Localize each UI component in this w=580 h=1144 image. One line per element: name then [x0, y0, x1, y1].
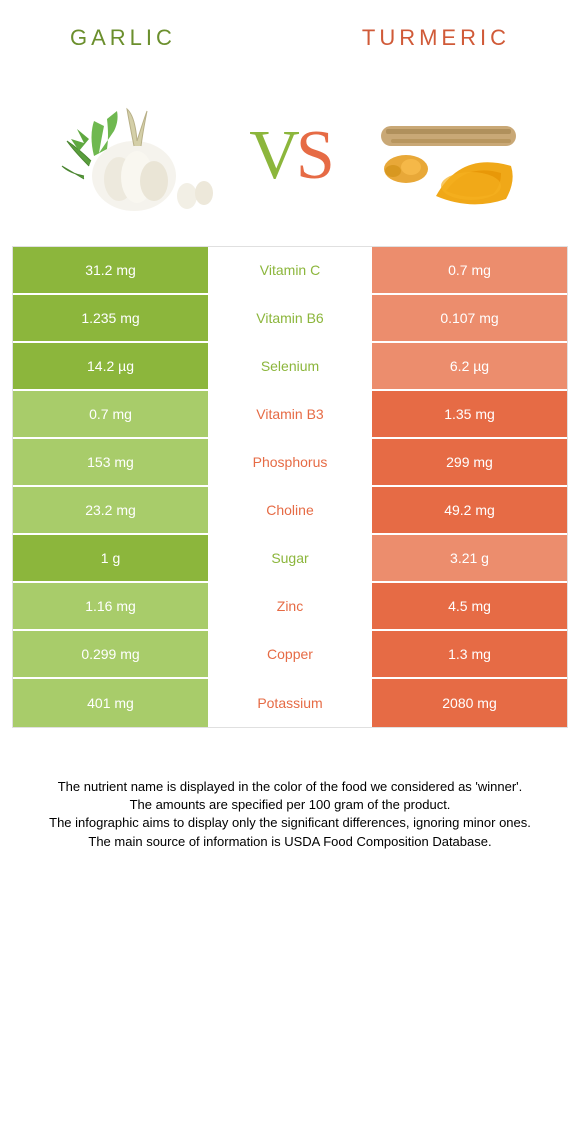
right-value: 6.2 µg: [372, 343, 567, 389]
turmeric-image: [351, 91, 521, 221]
left-value: 14.2 µg: [13, 343, 208, 389]
nutrient-label: Copper: [208, 631, 372, 677]
footnote-line: The nutrient name is displayed in the co…: [22, 778, 558, 796]
nutrient-label: Vitamin B3: [208, 391, 372, 437]
vs-v: V: [249, 121, 296, 191]
nutrient-label: Phosphorus: [208, 439, 372, 485]
nutrient-label: Selenium: [208, 343, 372, 389]
nutrient-table: 31.2 mgVitamin C0.7 mg1.235 mgVitamin B6…: [12, 246, 568, 728]
footnote-line: The main source of information is USDA F…: [22, 833, 558, 851]
nutrient-label: Potassium: [208, 679, 372, 727]
table-row: 401 mgPotassium2080 mg: [13, 679, 567, 727]
footnote-line: The amounts are specified per 100 gram o…: [22, 796, 558, 814]
table-row: 23.2 mgCholine49.2 mg: [13, 487, 567, 535]
table-row: 14.2 µgSelenium6.2 µg: [13, 343, 567, 391]
left-value: 401 mg: [13, 679, 208, 727]
table-row: 1.235 mgVitamin B60.107 mg: [13, 295, 567, 343]
right-value: 3.21 g: [372, 535, 567, 581]
nutrient-label: Vitamin C: [208, 247, 372, 293]
table-row: 0.299 mgCopper1.3 mg: [13, 631, 567, 679]
left-value: 1.16 mg: [13, 583, 208, 629]
table-row: 1 gSugar3.21 g: [13, 535, 567, 583]
food-right-title: Turmeric: [362, 25, 510, 51]
header-row: Garlic Turmeric: [0, 0, 580, 61]
left-value: 23.2 mg: [13, 487, 208, 533]
food-left-title: Garlic: [70, 25, 176, 51]
right-value: 2080 mg: [372, 679, 567, 727]
right-value: 1.3 mg: [372, 631, 567, 677]
table-row: 31.2 mgVitamin C0.7 mg: [13, 247, 567, 295]
footnote: The nutrient name is displayed in the co…: [22, 778, 558, 851]
right-value: 0.7 mg: [372, 247, 567, 293]
nutrient-label: Zinc: [208, 583, 372, 629]
nutrient-label: Vitamin B6: [208, 295, 372, 341]
garlic-image: [59, 91, 229, 221]
vs-row: VS: [0, 91, 580, 221]
vs-text: VS: [249, 121, 331, 191]
right-value: 299 mg: [372, 439, 567, 485]
nutrient-label: Choline: [208, 487, 372, 533]
table-row: 153 mgPhosphorus299 mg: [13, 439, 567, 487]
table-row: 0.7 mgVitamin B31.35 mg: [13, 391, 567, 439]
right-value: 1.35 mg: [372, 391, 567, 437]
right-value: 0.107 mg: [372, 295, 567, 341]
left-value: 1 g: [13, 535, 208, 581]
nutrient-label: Sugar: [208, 535, 372, 581]
vs-s: S: [296, 121, 331, 191]
left-value: 0.7 mg: [13, 391, 208, 437]
table-row: 1.16 mgZinc4.5 mg: [13, 583, 567, 631]
footnote-line: The infographic aims to display only the…: [22, 814, 558, 832]
left-value: 153 mg: [13, 439, 208, 485]
right-value: 4.5 mg: [372, 583, 567, 629]
left-value: 0.299 mg: [13, 631, 208, 677]
left-value: 1.235 mg: [13, 295, 208, 341]
right-value: 49.2 mg: [372, 487, 567, 533]
left-value: 31.2 mg: [13, 247, 208, 293]
